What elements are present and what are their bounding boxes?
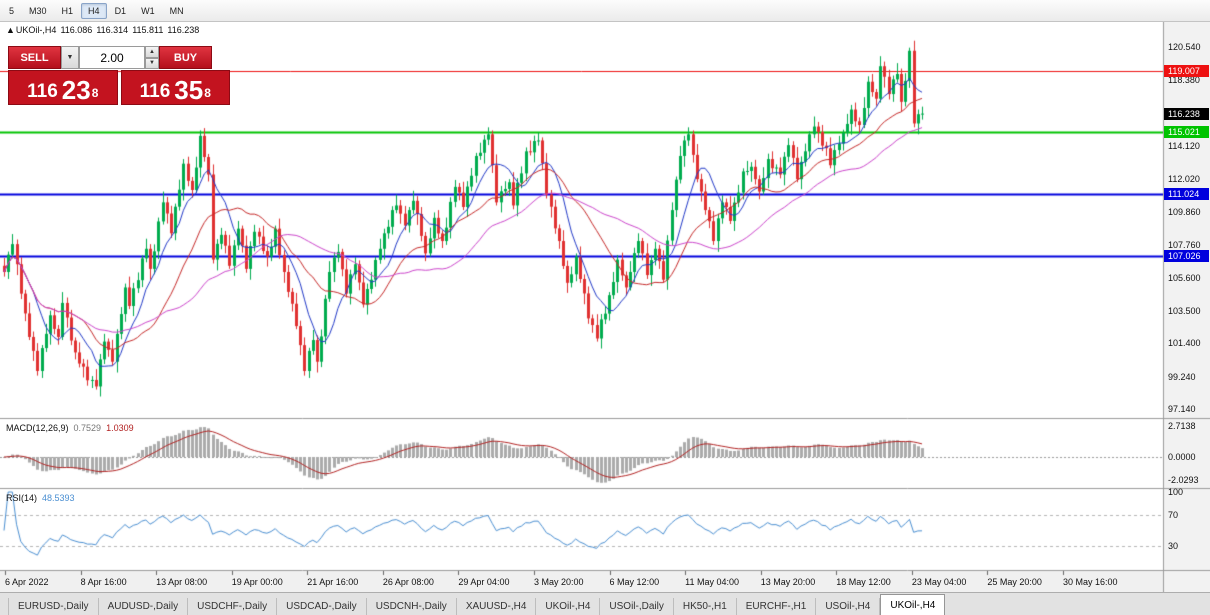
current-price-label: 116.238 xyxy=(1164,107,1209,120)
bid-big-digits: 23 xyxy=(61,75,91,105)
chevron-down-icon: ▼ xyxy=(66,54,74,61)
price-axis[interactable]: 120.540118.380116.220114.120112.020109.8… xyxy=(1164,22,1210,592)
timeframe-button-m30[interactable]: M30 xyxy=(29,5,47,16)
bid-price-box[interactable]: 116 23 8 xyxy=(8,70,118,105)
time-label-0: 6 Apr 2022 xyxy=(5,577,49,587)
chart-tab-5[interactable]: XAUUSD-,H4 xyxy=(457,598,537,615)
bid-pip-digit: 8 xyxy=(91,86,99,100)
timeframe-button-h4[interactable]: H4 xyxy=(81,2,107,19)
macd-indicator-label: MACD(12,26,9) 0.7529 1.0309 xyxy=(6,423,139,433)
rsi-value: 48.5393 xyxy=(42,493,75,503)
rsi-name: RSI(14) xyxy=(6,493,38,503)
price-tick-11: 97.140 xyxy=(1168,404,1196,415)
time-label-14: 30 May 16:00 xyxy=(1062,577,1118,587)
chart-tab-10[interactable]: USOil-,H4 xyxy=(816,598,881,615)
chart-tab-9[interactable]: EURCHF-,H1 xyxy=(737,598,817,615)
ohlc-info: ▲UKOil-,H4 116.086 116.314 115.811 116.238 xyxy=(6,25,203,35)
timeframe-button-mn[interactable]: MN xyxy=(169,5,184,16)
time-label-12: 23 May 04:00 xyxy=(911,577,967,587)
ohlc-open: 116.086 xyxy=(60,25,93,35)
rsi-tick-2: 30 xyxy=(1168,540,1179,551)
ohlc-close: 116.238 xyxy=(167,25,200,35)
time-label-7: 3 May 20:00 xyxy=(533,577,584,587)
symbol-tabs-bar: EURUSD-,Daily AUDUSD-,Daily USDCHF-,Daily U… xyxy=(0,592,1210,615)
lot-size-input[interactable]: 2.00 xyxy=(79,46,145,69)
macd-tick-0: 2.7138 xyxy=(1168,421,1196,432)
chart-tab-4[interactable]: USDCNH-,Daily xyxy=(367,598,457,615)
hline-price-label-1: 115.021 xyxy=(1164,126,1209,139)
chart-canvas[interactable] xyxy=(0,22,1210,592)
lot-spinner[interactable]: ▲ ▼ xyxy=(145,46,159,69)
time-label-2: 13 Apr 08:00 xyxy=(156,577,208,587)
timeframe-button-d1[interactable]: D1 xyxy=(114,5,127,16)
timeframe-button-h1[interactable]: H1 xyxy=(61,5,74,16)
ask-prefix: 116 xyxy=(139,81,171,102)
price-tick-1: 118.380 xyxy=(1168,75,1200,86)
price-tick-10: 99.240 xyxy=(1168,371,1196,382)
macd-tick-1: 0.0000 xyxy=(1168,452,1196,462)
rsi-tick-1: 70 xyxy=(1168,510,1179,521)
chart-area: ▲UKOil-,H4 116.086 116.314 115.811 116.238 S… xyxy=(0,22,1210,592)
chart-tab-11[interactable]: UKOil-,H4 xyxy=(880,594,946,615)
price-tick-4: 112.020 xyxy=(1168,173,1200,184)
timeframe-button-w1[interactable]: W1 xyxy=(141,5,155,16)
price-tick-9: 101.400 xyxy=(1168,338,1201,349)
ohlc-high: 116.314 xyxy=(96,25,129,35)
ask-pip-digit: 8 xyxy=(204,86,211,100)
spin-up-icon[interactable]: ▲ xyxy=(145,46,159,58)
chart-tab-2[interactable]: USDCHF-,Daily xyxy=(188,598,278,615)
time-label-9: 11 May 04:00 xyxy=(685,577,739,587)
sell-button[interactable]: SELL xyxy=(8,46,61,69)
time-label-1: 8 Apr 16:00 xyxy=(80,577,127,587)
price-tick-6: 107.760 xyxy=(1168,239,1201,250)
time-label-3: 19 Apr 00:00 xyxy=(231,577,283,587)
time-label-8: 6 May 12:00 xyxy=(609,577,660,587)
price-tick-8: 103.500 xyxy=(1168,305,1201,316)
macd-value-signal: 1.0309 xyxy=(106,423,134,433)
timeframe-button-5[interactable]: 5 xyxy=(9,5,15,16)
hline-price-label-0: 119.007 xyxy=(1164,64,1209,77)
bid-prefix: 116 xyxy=(27,81,58,102)
chart-tab-8[interactable]: HK50-,H1 xyxy=(674,598,737,615)
ask-price-box[interactable]: 116 35 8 xyxy=(120,70,230,105)
time-label-6: 29 Apr 04:00 xyxy=(458,577,510,587)
chart-tab-3[interactable]: USDCAD-,Daily xyxy=(277,598,367,615)
one-click-trade-panel: SELL ▼ 2.00 ▲ ▼ BUY 116 23 8 116 35 8 xyxy=(8,46,230,105)
chart-tab-0[interactable]: EURUSD-,Daily xyxy=(8,598,99,615)
time-label-10: 13 May 20:00 xyxy=(760,577,816,587)
chart-tab-7[interactable]: USOil-,Daily xyxy=(600,598,674,615)
spin-down-icon[interactable]: ▼ xyxy=(145,57,159,69)
timeframe-toolbar: 5 M30 H1 H4 D1 W1 MN xyxy=(0,0,1210,22)
price-tick-0: 120.540 xyxy=(1168,42,1201,53)
chart-tab-6[interactable]: UKOil-,H4 xyxy=(536,598,601,615)
time-label-13: 25 May 20:00 xyxy=(987,577,1042,587)
price-tick-5: 109.860 xyxy=(1168,207,1201,218)
price-tick-3: 114.120 xyxy=(1168,141,1200,152)
price-tick-7: 105.600 xyxy=(1168,273,1201,284)
macd-name: MACD(12,26,9) xyxy=(6,423,69,433)
chart-tab-1[interactable]: AUDUSD-,Daily xyxy=(99,598,189,615)
rsi-tick-0: 100 xyxy=(1168,487,1184,497)
hline-price-label-3: 107.026 xyxy=(1164,250,1209,263)
hline-price-label-2: 111.024 xyxy=(1164,188,1209,201)
time-label-4: 21 Apr 16:00 xyxy=(307,577,359,587)
macd-tick-2: -2.0293 xyxy=(1168,475,1199,486)
rsi-indicator-label: RSI(14) 48.5393 xyxy=(6,493,80,503)
time-label-5: 26 Apr 08:00 xyxy=(382,577,434,587)
ohlc-low: 115.811 xyxy=(132,25,164,35)
time-label-11: 18 May 12:00 xyxy=(836,577,891,587)
time-axis[interactable]: 6 Apr 2022 8 Apr 16:00 13 Apr 08:00 19 Apr … xyxy=(0,572,1163,592)
macd-value-main: 0.7529 xyxy=(73,423,102,433)
ask-big-digits: 35 xyxy=(174,75,204,105)
chart-symbol-period: UKOil-,H4 xyxy=(15,25,57,35)
lot-dropdown-button[interactable]: ▼ xyxy=(61,46,79,69)
buy-button[interactable]: BUY xyxy=(159,46,212,69)
up-triangle-icon: ▲ xyxy=(6,25,15,35)
